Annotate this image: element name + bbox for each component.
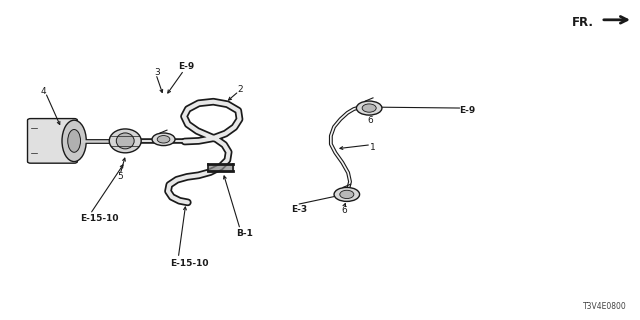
Ellipse shape (157, 136, 170, 143)
Text: 5: 5 (117, 172, 123, 181)
Ellipse shape (68, 130, 81, 152)
Ellipse shape (62, 120, 86, 162)
Polygon shape (207, 164, 233, 171)
Ellipse shape (362, 104, 376, 112)
Text: E-3: E-3 (291, 205, 307, 214)
Text: 2: 2 (237, 85, 243, 94)
Ellipse shape (340, 190, 354, 198)
Ellipse shape (356, 101, 382, 115)
Ellipse shape (116, 133, 134, 149)
Ellipse shape (334, 188, 360, 201)
Ellipse shape (152, 133, 175, 146)
Text: E-9: E-9 (178, 61, 195, 70)
Text: 6: 6 (367, 116, 373, 125)
Text: FR.: FR. (572, 16, 595, 29)
Text: 1: 1 (370, 143, 376, 152)
Text: 3: 3 (154, 68, 160, 77)
Text: 6: 6 (342, 206, 348, 215)
Text: E-15-10: E-15-10 (170, 259, 209, 268)
Ellipse shape (109, 129, 141, 153)
Text: T3V4E0800: T3V4E0800 (583, 302, 627, 311)
Text: B-1: B-1 (236, 229, 253, 238)
Text: E-9: E-9 (460, 106, 476, 115)
Text: 4: 4 (41, 87, 47, 96)
FancyBboxPatch shape (28, 119, 77, 163)
Text: E-15-10: E-15-10 (81, 214, 119, 223)
